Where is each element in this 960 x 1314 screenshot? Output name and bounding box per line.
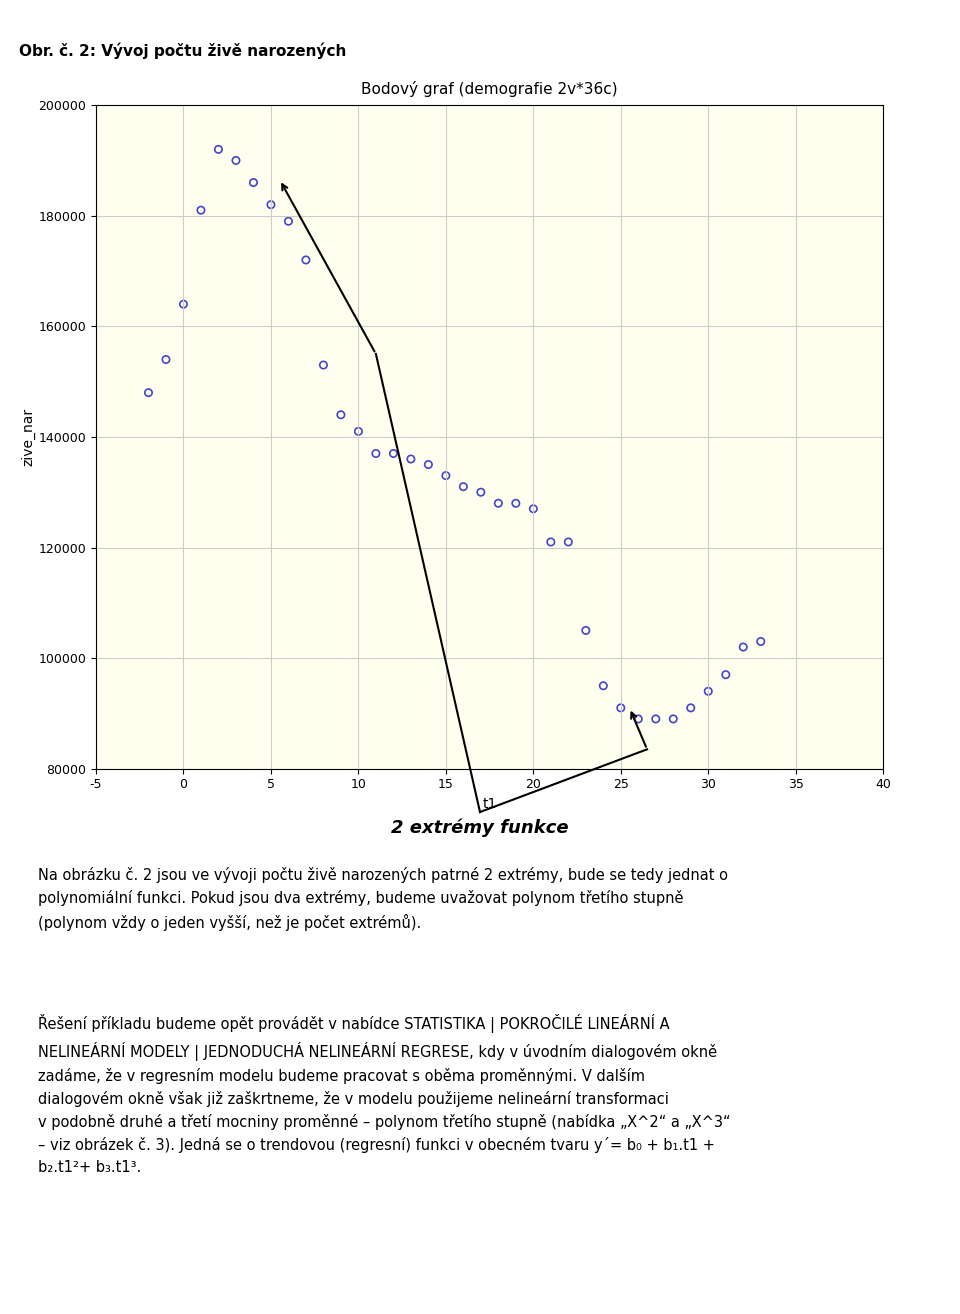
Point bbox=[316, 355, 331, 376]
Point bbox=[718, 664, 733, 685]
Point bbox=[176, 294, 191, 315]
Point bbox=[456, 476, 471, 497]
Point bbox=[508, 493, 523, 514]
Point bbox=[386, 443, 401, 464]
Text: Řešení příkladu budeme opět provádět v nabídce STATISTIKA | POKROČILÉ LINEÁRNÍ A: Řešení příkladu budeme opět provádět v n… bbox=[38, 1014, 731, 1175]
Text: Obr. č. 2: Vývoj počtu živě narozených: Obr. č. 2: Vývoj počtu živě narozených bbox=[19, 42, 347, 59]
Point bbox=[350, 420, 366, 442]
Point bbox=[701, 681, 716, 702]
Title: Bodový graf (demografie 2v*36c): Bodový graf (demografie 2v*36c) bbox=[361, 81, 618, 97]
Point bbox=[543, 531, 559, 552]
Point bbox=[211, 139, 227, 160]
Text: Na obrázku č. 2 jsou ve vývoji počtu živě narozených patrné 2 extrémy, bude se t: Na obrázku č. 2 jsou ve vývoji počtu živ… bbox=[38, 867, 729, 932]
Point bbox=[141, 382, 156, 403]
Point bbox=[735, 636, 751, 657]
Point bbox=[595, 675, 611, 696]
Point bbox=[246, 172, 261, 193]
Point bbox=[333, 405, 348, 426]
Point bbox=[299, 250, 314, 271]
Point bbox=[578, 620, 593, 641]
Point bbox=[684, 698, 699, 719]
Point bbox=[263, 194, 278, 215]
Point bbox=[665, 708, 681, 729]
Point bbox=[753, 631, 768, 652]
Point bbox=[438, 465, 453, 486]
Point bbox=[631, 708, 646, 729]
Text: 2 extrémy funkce: 2 extrémy funkce bbox=[391, 819, 569, 837]
Point bbox=[228, 150, 244, 171]
Point bbox=[648, 708, 663, 729]
Point bbox=[158, 350, 174, 371]
Point bbox=[473, 482, 489, 503]
Point bbox=[420, 455, 436, 476]
Point bbox=[561, 531, 576, 552]
X-axis label: t1: t1 bbox=[483, 798, 496, 811]
Point bbox=[491, 493, 506, 514]
Point bbox=[613, 698, 629, 719]
Point bbox=[193, 200, 208, 221]
Point bbox=[369, 443, 384, 464]
Point bbox=[403, 448, 419, 469]
Point bbox=[280, 210, 296, 231]
Y-axis label: zive_nar: zive_nar bbox=[21, 407, 36, 466]
Point bbox=[526, 498, 541, 519]
